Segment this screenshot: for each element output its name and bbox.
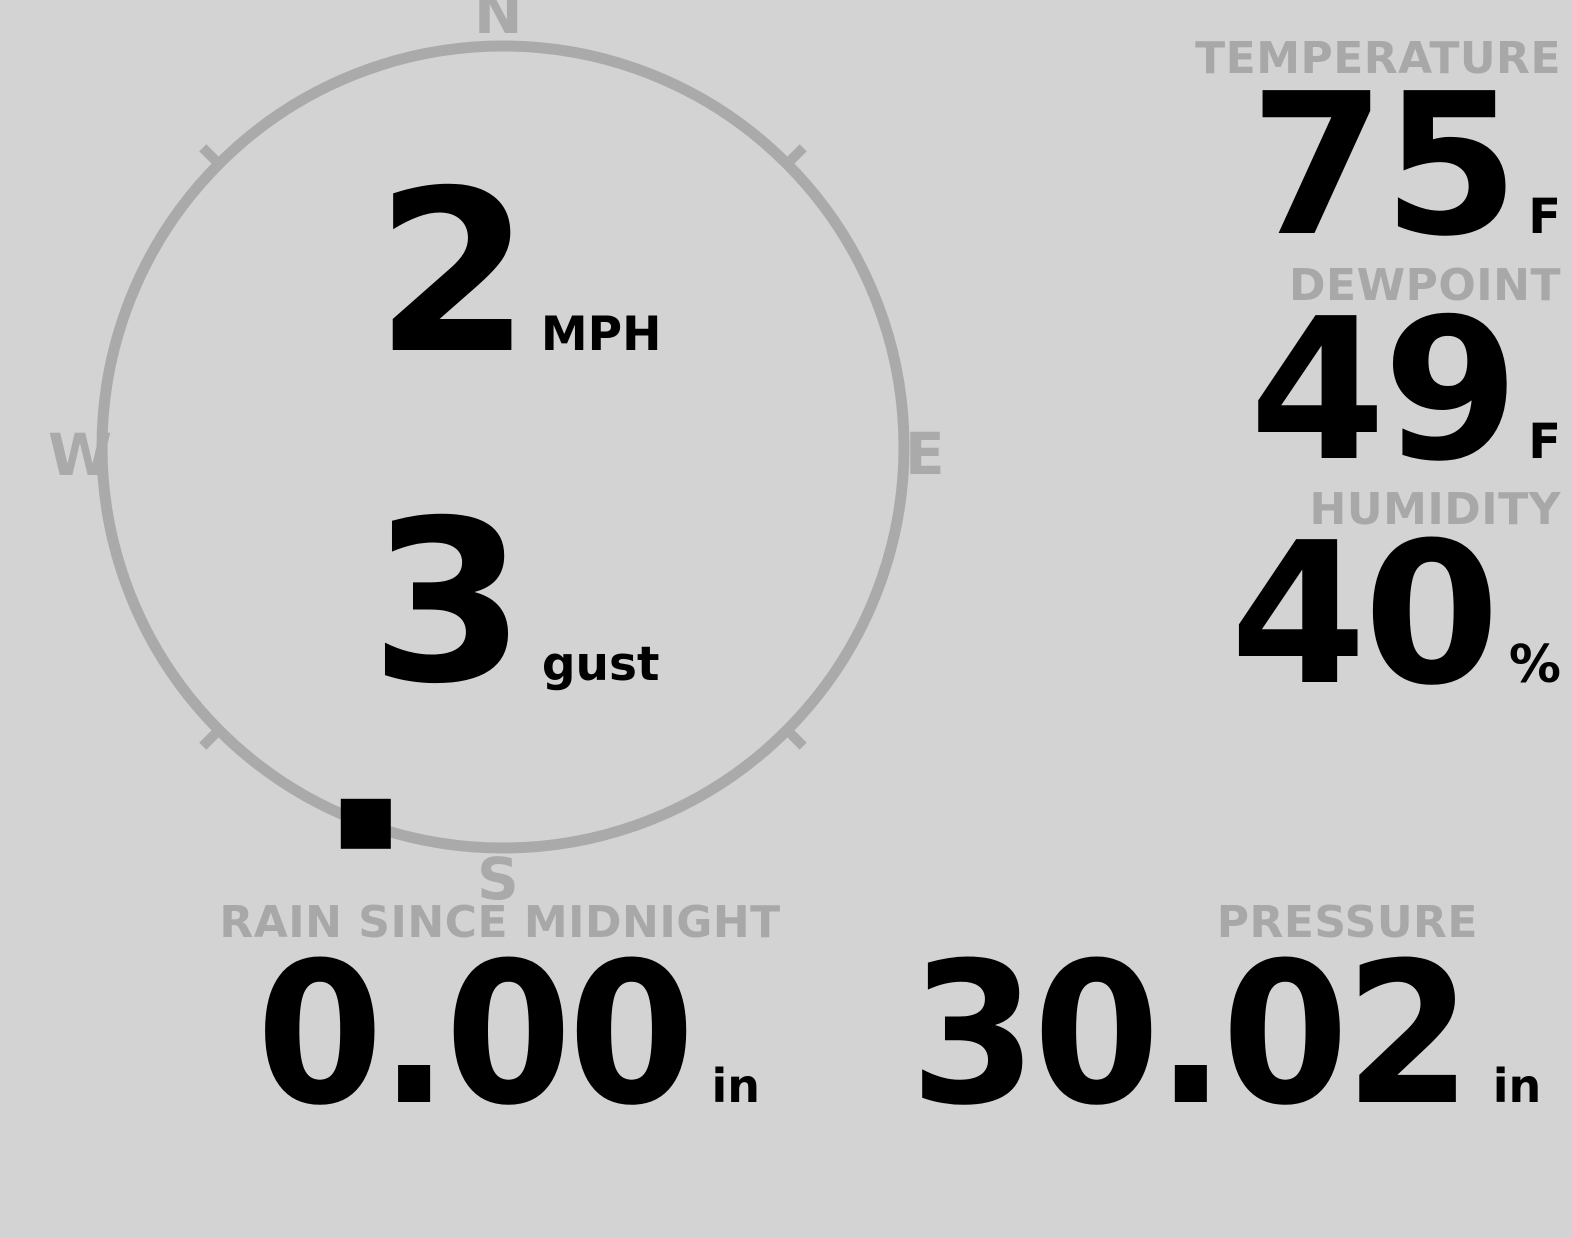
pressure-value-row: 30.02 in xyxy=(880,921,1550,1150)
compass-tick-sw xyxy=(199,725,224,750)
dewpoint-value: 49 xyxy=(1249,276,1519,505)
compass-tick-se xyxy=(782,725,807,750)
compass-tick-nw xyxy=(199,144,224,169)
stat-block-rain: RAIN SINCE MIDNIGHT 0.00 in xyxy=(150,897,850,1150)
wind-speed-unit: MPH xyxy=(540,307,662,362)
temperature-unit: F xyxy=(1528,189,1561,246)
compass-label-north: N xyxy=(474,0,523,47)
humidity-value: 40 xyxy=(1230,501,1500,730)
rain-value: 0.00 xyxy=(256,921,695,1150)
rain-unit: in xyxy=(711,1059,761,1114)
temperature-label: TEMPERATURE xyxy=(1195,33,1561,84)
wind-speed-readout: 2 MPH xyxy=(375,142,662,403)
compass-tick-marks xyxy=(199,144,807,750)
temperature-value-row: 75 F xyxy=(1021,52,1561,281)
wind-gust-unit: gust xyxy=(541,637,660,692)
compass-label-south: S xyxy=(477,845,519,913)
bottom-stats-row: RAIN SINCE MIDNIGHT 0.00 in PRESSURE 30.… xyxy=(0,897,1571,1150)
stat-block-dewpoint: DEWPOINT 49 F xyxy=(1021,259,1561,505)
pressure-label: PRESSURE xyxy=(1216,897,1478,948)
dewpoint-value-row: 49 F xyxy=(1021,276,1561,505)
temperature-value: 75 xyxy=(1249,52,1519,281)
wind-direction-marker-square xyxy=(340,798,391,849)
compass-label-west: W xyxy=(48,421,112,489)
wind-gust-value: 3 xyxy=(370,472,526,733)
stat-block-humidity: HUMIDITY 40 % xyxy=(1021,484,1561,730)
rain-value-row: 0.00 in xyxy=(150,921,850,1150)
compass-dial xyxy=(96,40,910,854)
stat-block-temperature: TEMPERATURE 75 F xyxy=(1021,33,1561,281)
dewpoint-unit: F xyxy=(1528,413,1561,470)
compass-tick-ne xyxy=(782,144,807,169)
pressure-value: 30.02 xyxy=(909,921,1472,1150)
dewpoint-label: DEWPOINT xyxy=(1289,259,1561,311)
humidity-unit: % xyxy=(1508,635,1561,696)
rain-label: RAIN SINCE MIDNIGHT xyxy=(219,897,781,948)
humidity-value-row: 40 % xyxy=(1021,501,1561,730)
wind-speed-value: 2 xyxy=(375,142,531,403)
compass-ring xyxy=(96,40,910,854)
wind-gust-readout: 3 gust xyxy=(370,472,660,733)
stats-column: TEMPERATURE 75 F DEWPOINT 49 F HUMIDITY … xyxy=(1021,33,1561,730)
stat-block-pressure: PRESSURE 30.02 in xyxy=(880,897,1550,1150)
pressure-unit: in xyxy=(1492,1059,1542,1114)
compass-label-east: E xyxy=(905,420,945,488)
humidity-label: HUMIDITY xyxy=(1309,484,1561,535)
wind-direction-marker xyxy=(340,798,391,849)
wind-compass-panel: N E S W 2 MPH 3 gust xyxy=(0,0,1010,908)
